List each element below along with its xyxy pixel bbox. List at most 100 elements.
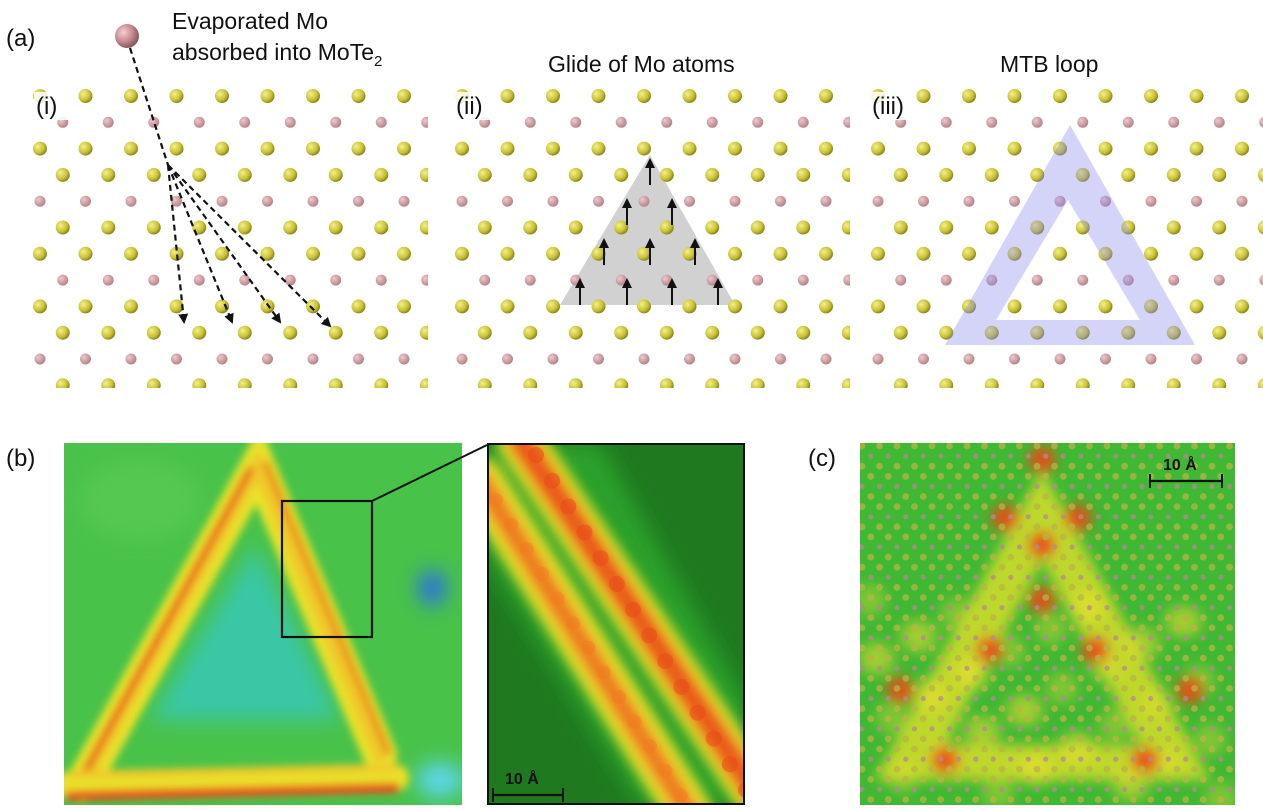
te-atom	[78, 141, 93, 156]
te-atom	[419, 325, 428, 340]
te-atom	[984, 220, 999, 235]
te-atom	[842, 63, 856, 77]
te-atom	[592, 405, 606, 419]
te-atom	[705, 378, 720, 388]
mo-atom	[193, 116, 205, 128]
mo-atom	[986, 116, 998, 128]
te-atom	[101, 378, 116, 388]
te-atom	[443, 247, 457, 261]
te-atom	[352, 405, 366, 419]
evaporated-mo-atom	[115, 24, 139, 48]
te-atom	[283, 325, 298, 340]
te-atom	[568, 378, 583, 388]
te-atom	[819, 141, 833, 156]
te-atom	[124, 405, 138, 419]
te-atom	[985, 63, 999, 77]
te-atom	[374, 167, 389, 182]
mo-atom	[171, 195, 182, 207]
te-atom	[1144, 89, 1158, 103]
te-atom	[33, 299, 47, 314]
te-atom	[962, 89, 976, 103]
svg-text:(i): (i)	[36, 93, 57, 120]
mo-atom	[262, 195, 273, 207]
mo-atom	[434, 117, 445, 128]
te-atom	[871, 405, 885, 419]
te-atom	[796, 63, 810, 77]
te-atom	[215, 405, 229, 419]
te-atom	[1098, 89, 1113, 103]
te-atom	[1007, 89, 1022, 103]
te-atom	[637, 89, 651, 103]
te-atom	[260, 299, 275, 314]
te-atom	[1053, 141, 1067, 156]
te-atom	[1075, 325, 1090, 340]
mo-atom	[1259, 117, 1263, 128]
te-atom	[1030, 167, 1045, 182]
mo-atom	[1168, 274, 1180, 286]
te-atom	[0, 247, 2, 261]
te-atom	[984, 325, 999, 340]
te-atom	[916, 246, 931, 261]
te-atom	[705, 325, 720, 340]
te-atom	[848, 221, 862, 235]
te-atom	[1166, 167, 1181, 182]
te-atom	[397, 299, 411, 314]
te-atom	[728, 405, 742, 419]
lattice-panel-i	[0, 63, 479, 419]
te-atom	[728, 299, 742, 314]
te-atom	[682, 89, 697, 103]
te-atom	[1030, 220, 1045, 235]
te-atom	[659, 325, 674, 340]
te-atom	[887, 63, 901, 77]
te-atom	[682, 299, 697, 314]
mo-diffusion-paths	[128, 47, 332, 328]
te-atom	[283, 220, 298, 235]
te-atom	[773, 246, 788, 261]
te-atom	[215, 141, 229, 156]
stm-image-zoom	[487, 443, 745, 805]
mo-atom	[398, 195, 410, 207]
te-atom	[773, 141, 788, 156]
te-atom	[79, 405, 93, 419]
te-atom	[351, 299, 366, 314]
mo-atom	[593, 195, 604, 207]
te-atom	[478, 63, 492, 77]
sub-label-ii: (ii)	[454, 92, 494, 120]
te-atom	[1212, 325, 1227, 340]
te-atom	[1030, 378, 1045, 388]
te-atom	[419, 378, 428, 388]
mo-atom	[729, 195, 741, 207]
glide-arrows	[575, 158, 723, 305]
te-atom	[477, 167, 492, 182]
mo-atom	[1031, 116, 1043, 128]
te-atom	[848, 168, 862, 182]
te-atom	[962, 246, 976, 261]
mo-atom	[963, 353, 975, 365]
mo-atom	[918, 353, 929, 365]
mo-atom	[239, 274, 251, 286]
mo-atom	[775, 195, 786, 207]
te-atom	[916, 299, 931, 314]
mo-atom	[330, 116, 342, 128]
te-atom	[819, 89, 833, 103]
te-atom	[568, 325, 583, 340]
te-atom	[410, 89, 424, 103]
mo-atom	[411, 196, 422, 207]
mo-atom	[684, 195, 695, 207]
te-atom	[523, 220, 538, 235]
te-atom	[465, 63, 479, 77]
te-atom	[374, 378, 389, 388]
mo-atom	[216, 195, 228, 207]
te-atom	[351, 89, 366, 103]
te-atom	[1121, 220, 1136, 235]
mo-atom	[1009, 353, 1020, 365]
te-atom	[169, 246, 184, 261]
te-atom	[848, 326, 862, 340]
te-atom	[260, 141, 275, 156]
mo-atom	[752, 274, 764, 286]
te-atom	[796, 167, 811, 182]
mo-atom	[1054, 195, 1066, 207]
mo-atom	[797, 116, 809, 128]
mo-atom	[872, 353, 884, 365]
te-atom	[1007, 299, 1022, 314]
